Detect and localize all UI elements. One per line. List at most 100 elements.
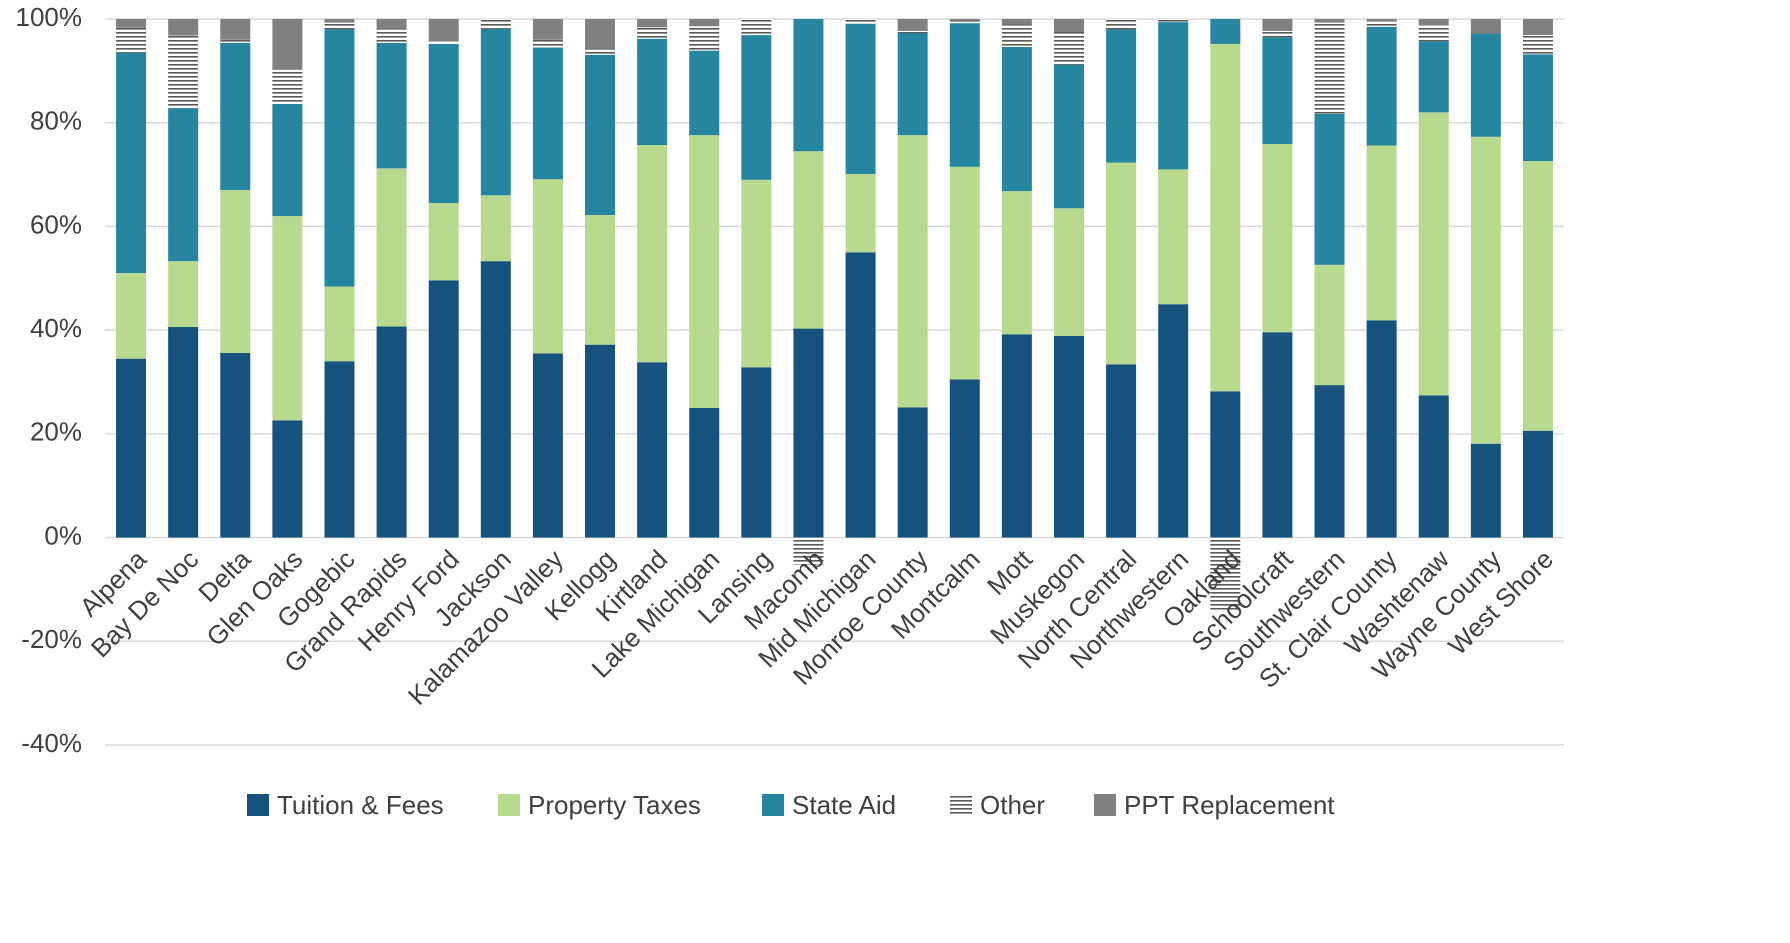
bar-segment xyxy=(376,168,407,327)
bar-segment xyxy=(1366,19,1397,22)
bar-segment xyxy=(1366,145,1397,321)
bar-segment xyxy=(793,19,824,152)
bar-segment xyxy=(1053,335,1084,538)
bar-segment xyxy=(637,19,668,28)
bar-segment xyxy=(220,190,251,353)
bar-segment xyxy=(1418,25,1449,42)
bar-segment xyxy=(272,216,303,421)
bar-segment xyxy=(845,174,876,253)
bar-segment xyxy=(897,30,928,34)
y-tick-label: 100% xyxy=(16,2,83,32)
bar-segment xyxy=(1262,143,1293,333)
bar-segment xyxy=(1314,385,1345,538)
bar-segment xyxy=(585,215,616,345)
bar-segment xyxy=(1106,162,1137,365)
bar-segment xyxy=(116,19,147,28)
bar-segment xyxy=(689,19,720,27)
bar-segment xyxy=(1001,24,1032,48)
bar-segment xyxy=(1053,19,1084,32)
bar-segment xyxy=(168,35,199,109)
bar-segment xyxy=(897,407,928,538)
bar-segment xyxy=(480,19,511,29)
bar-segment xyxy=(220,352,251,538)
y-tick-label: 20% xyxy=(30,417,82,447)
legend-label: Other xyxy=(980,790,1045,820)
bar-segment xyxy=(793,328,824,538)
bar-segment xyxy=(116,52,147,274)
bar-segment xyxy=(1314,22,1345,114)
bar-segment xyxy=(637,145,668,363)
bar-segment xyxy=(480,195,511,262)
bar-segment xyxy=(1053,208,1084,336)
bar-segment xyxy=(1522,430,1553,538)
bar-segment xyxy=(532,19,563,40)
bar-segment xyxy=(793,537,824,565)
bar-segment xyxy=(1418,19,1449,26)
bar-segment xyxy=(1314,19,1345,23)
bar-segment xyxy=(168,327,199,538)
bar-segment xyxy=(1158,22,1189,170)
y-tick-label: -20% xyxy=(21,624,82,654)
y-tick-label: 40% xyxy=(30,313,82,343)
bar-segment xyxy=(532,39,563,48)
bar-segment xyxy=(585,54,616,216)
bar-segment xyxy=(272,104,303,217)
y-tick-label: 60% xyxy=(30,209,82,239)
y-tick-label: 80% xyxy=(30,106,82,136)
bar-segment xyxy=(1001,191,1032,335)
bar-segment xyxy=(1418,395,1449,538)
bar-segment xyxy=(741,35,772,180)
legend-swatch xyxy=(247,794,269,816)
bar-segment xyxy=(1470,33,1501,137)
bar-segment xyxy=(116,273,147,359)
bar-segment xyxy=(897,33,928,136)
bar-segment xyxy=(1158,304,1189,538)
bar-segment xyxy=(1001,19,1032,25)
bar-segment xyxy=(949,19,980,21)
bar-segment xyxy=(168,19,199,36)
bar-segment xyxy=(324,29,355,287)
bar-segment xyxy=(272,19,303,70)
bar-segment xyxy=(376,19,407,29)
bar-segment xyxy=(1522,54,1553,162)
bar-segment xyxy=(220,39,251,43)
bar-segment xyxy=(741,179,772,368)
bar-segment xyxy=(637,38,668,146)
bar-segment xyxy=(532,179,563,354)
bar-segment xyxy=(845,23,876,175)
bar-segment xyxy=(689,26,720,51)
bar-segment xyxy=(1522,35,1553,55)
y-tick-label: 0% xyxy=(44,520,82,550)
bar-segment xyxy=(585,48,616,55)
bar-segment xyxy=(1418,41,1449,113)
bar-segment xyxy=(1106,29,1137,163)
bar-segment xyxy=(1366,26,1397,146)
bar-segment xyxy=(1418,112,1449,396)
bar-segment xyxy=(272,420,303,538)
bar-segment xyxy=(1314,113,1345,265)
bar-segment xyxy=(1522,161,1553,431)
bar-segment xyxy=(949,379,980,538)
bar-segment xyxy=(1366,320,1397,538)
bar-segment xyxy=(220,42,251,191)
legend-label: State Aid xyxy=(792,790,896,820)
bar-segment xyxy=(116,358,147,538)
bar-segment xyxy=(585,19,616,49)
bar-segment xyxy=(1366,21,1397,27)
bar-segment xyxy=(324,286,355,362)
bar-segment xyxy=(428,19,459,42)
bar-segment xyxy=(1262,332,1293,538)
bar-segment xyxy=(116,27,147,53)
bar-segment xyxy=(585,344,616,538)
bar-segment xyxy=(1470,136,1501,444)
bar-segment xyxy=(741,19,772,36)
legend-swatch xyxy=(1094,794,1116,816)
bar-segment xyxy=(949,166,980,380)
bar-segment xyxy=(1470,19,1501,34)
bar-segment xyxy=(480,261,511,538)
bar-segment xyxy=(637,362,668,538)
bar-segment xyxy=(168,108,199,262)
bar-segment xyxy=(741,367,772,538)
bar-segment xyxy=(689,135,720,408)
bar-segment xyxy=(1210,391,1241,538)
